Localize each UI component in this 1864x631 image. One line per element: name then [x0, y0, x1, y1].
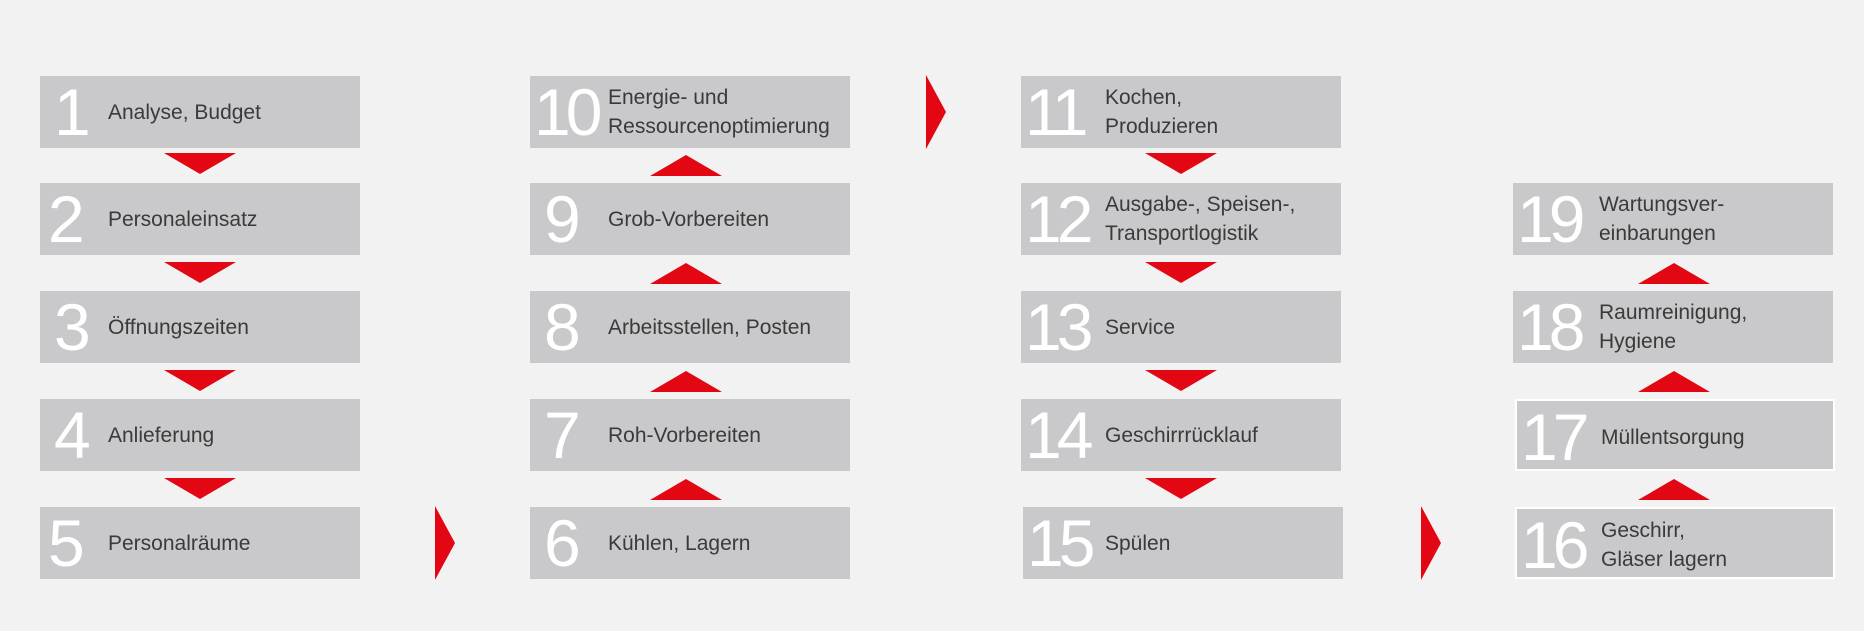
- step-10: 10 Energie- und Ressourcenoptimierung: [530, 76, 850, 148]
- step-label: Öffnungszeiten: [108, 315, 249, 339]
- step-14: 14 Geschirrrücklauf: [1021, 399, 1341, 471]
- step-number: 3: [54, 290, 91, 364]
- arrow-down-icon: [164, 370, 236, 391]
- arrow-up-icon: [1638, 479, 1710, 500]
- step-number: 18: [1517, 290, 1585, 364]
- arrow-down-icon: [164, 153, 236, 174]
- step-label: Ausgabe-, Speisen-, Transportlogistik: [1105, 193, 1296, 245]
- step-number: 2: [48, 182, 85, 256]
- step-label: Grob-Vorbereiten: [608, 207, 770, 231]
- step-number: 4: [54, 398, 91, 472]
- step-label: Kochen, Produzieren: [1105, 86, 1219, 138]
- step-18: 18 Raumreinigung, Hygiene: [1513, 291, 1833, 363]
- step-15: 15 Spülen: [1023, 507, 1343, 579]
- step-label: Spülen: [1105, 531, 1171, 555]
- step-1: 1 Analyse, Budget: [40, 76, 360, 148]
- step-19: 19 Wartungsver- einbarungen: [1513, 183, 1833, 255]
- step-label: Service: [1105, 315, 1176, 339]
- arrow-up-icon: [650, 479, 722, 500]
- step-number: 11: [1025, 75, 1088, 149]
- step-label: Wartungsver- einbarungen: [1599, 193, 1725, 245]
- step-16: 16 Geschirr, Gläser lagern: [1515, 507, 1835, 582]
- step-label: Personalräume: [108, 531, 251, 555]
- step-number: 16: [1521, 508, 1589, 582]
- step-number: 17: [1521, 400, 1589, 474]
- arrow-down-icon: [1145, 153, 1217, 174]
- step-number: 15: [1027, 506, 1095, 580]
- step-2: 2 Personaleinsatz: [40, 183, 360, 255]
- step-label: Analyse, Budget: [108, 100, 261, 124]
- step-6: 6 Kühlen, Lagern: [530, 507, 850, 579]
- arrow-down-icon: [1145, 262, 1217, 283]
- step-label: Raumreinigung, Hygiene: [1599, 301, 1748, 353]
- step-label: Roh-Vorbereiten: [608, 423, 761, 447]
- step-number: 9: [544, 182, 581, 256]
- step-9: 9 Grob-Vorbereiten: [530, 183, 850, 255]
- arrow-down-icon: [164, 478, 236, 499]
- arrow-down-icon: [1145, 478, 1217, 499]
- step-number: 14: [1025, 398, 1093, 472]
- arrow-up-icon: [1638, 371, 1710, 392]
- step-8: 8 Arbeitsstellen, Posten: [530, 291, 850, 363]
- step-13: 13 Service: [1021, 291, 1341, 363]
- arrow-up-icon: [650, 263, 722, 284]
- arrow-down-icon: [164, 262, 236, 283]
- arrow-down-icon: [1145, 370, 1217, 391]
- arrow-up-icon: [650, 371, 722, 392]
- step-number: 7: [544, 398, 581, 472]
- arrow-up-icon: [650, 155, 722, 176]
- step-label: Personaleinsatz: [108, 207, 258, 231]
- step-label: Müllentsorgung: [1601, 425, 1745, 449]
- step-label: Arbeitsstellen, Posten: [608, 315, 812, 339]
- step-number: 6: [544, 506, 581, 580]
- step-4: 4 Anlieferung: [40, 399, 360, 471]
- arrow-right-icon: [1421, 506, 1441, 580]
- step-7: 7 Roh-Vorbereiten: [530, 399, 850, 471]
- step-5: 5 Personalräume: [40, 507, 360, 579]
- step-number: 1: [54, 75, 91, 149]
- step-number: 19: [1517, 182, 1585, 256]
- step-number: 10: [534, 75, 602, 149]
- step-label: Geschirrrücklauf: [1105, 423, 1258, 447]
- arrow-right-icon: [435, 506, 455, 580]
- step-label: Energie- und Ressourcenoptimierung: [608, 86, 830, 138]
- step-label: Geschirr, Gläser lagern: [1601, 519, 1728, 571]
- step-label: Kühlen, Lagern: [608, 531, 751, 555]
- step-3: 3 Öffnungszeiten: [40, 291, 360, 363]
- step-12: 12 Ausgabe-, Speisen-, Transportlogistik: [1021, 183, 1341, 255]
- step-label: Anlieferung: [108, 423, 215, 447]
- arrow-up-icon: [1638, 263, 1710, 284]
- step-17: 17 Müllentsorgung: [1515, 399, 1835, 474]
- step-number: 12: [1025, 182, 1093, 256]
- step-number: 8: [544, 290, 581, 364]
- step-number: 13: [1025, 290, 1093, 364]
- step-number: 5: [48, 506, 85, 580]
- arrow-right-icon: [926, 75, 946, 149]
- step-11: 11 Kochen, Produzieren: [1021, 76, 1341, 148]
